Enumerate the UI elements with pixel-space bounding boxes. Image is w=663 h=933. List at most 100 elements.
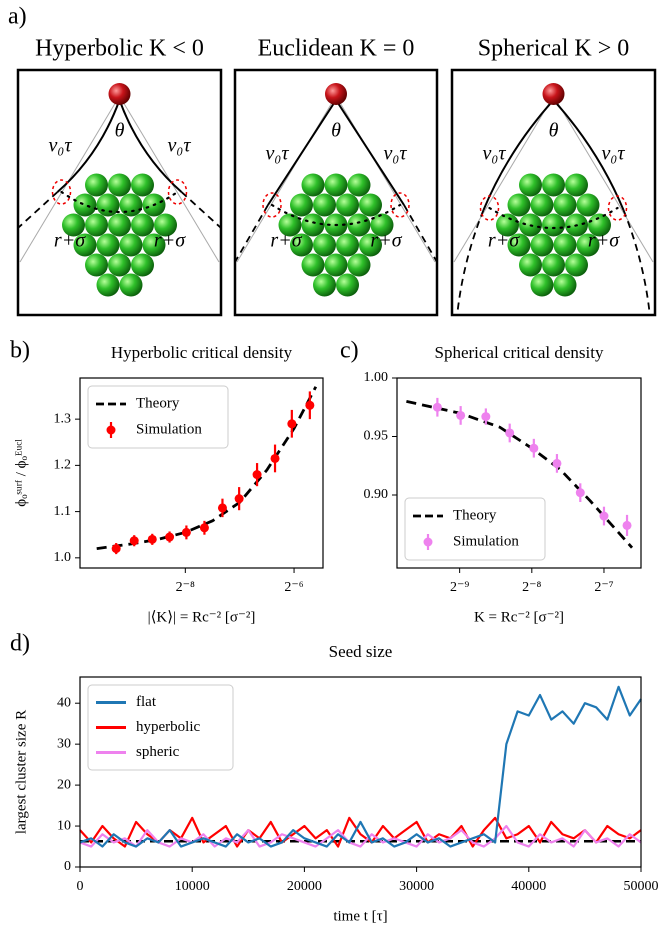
data-point [505, 428, 515, 438]
panel-frame [450, 68, 657, 317]
cluster-particle [347, 173, 371, 197]
cluster-particle [119, 273, 143, 297]
x-tick-label: 2⁻⁷ [594, 580, 613, 595]
radius-label: r+σ [154, 230, 186, 252]
trajectory [56, 99, 121, 193]
cluster-particle [519, 253, 542, 277]
data-point [129, 536, 139, 546]
data-point [456, 410, 466, 420]
cluster-particle [553, 193, 577, 217]
data-point [217, 503, 227, 513]
legend-label: Simulation [453, 533, 519, 549]
data-point [529, 443, 539, 453]
trajectory [118, 99, 183, 193]
axes-frame [79, 676, 642, 868]
data-point [111, 544, 121, 554]
cluster-particle [85, 213, 108, 237]
cluster-particle [519, 173, 542, 197]
radius-path [488, 206, 619, 230]
legend-label: Theory [136, 395, 180, 411]
cluster-particle [85, 253, 108, 277]
cluster-particle [324, 173, 348, 197]
chart-title: Seed size [329, 642, 393, 661]
cluster-particle [313, 233, 336, 257]
data-point [552, 458, 562, 468]
speed-label: v₀τ [168, 135, 192, 157]
cluster-particle [154, 213, 177, 237]
trajectory-extension [456, 209, 485, 313]
contact-marker [51, 179, 72, 205]
panel-label: a) [8, 4, 27, 30]
cluster-particle [301, 173, 325, 197]
angle-label: θ [331, 120, 341, 142]
contact-marker [390, 192, 410, 218]
chart-title: Hyperbolic critical density [111, 343, 293, 362]
y-tick-label: 0.90 [364, 487, 389, 502]
cluster-particle [507, 233, 531, 257]
seed-particle [108, 83, 131, 105]
x-tick-label: 50000 [624, 879, 659, 894]
trajectory [482, 99, 555, 211]
x-tick-label: 0 [77, 879, 84, 894]
x-axis-label: |⟨K⟩| = Rc⁻² [σ⁻²] [148, 609, 256, 625]
data-point [432, 402, 442, 412]
series-line [79, 824, 642, 848]
cluster-particle [301, 213, 325, 237]
cluster-particle [507, 193, 531, 217]
trajectory-extension [180, 191, 222, 229]
cluster-particle [96, 273, 120, 297]
trajectory [552, 99, 625, 211]
panel-title: Hyperbolic K < 0 [35, 36, 204, 62]
x-tick-label: 2⁻⁹ [450, 580, 469, 595]
angle-label: θ [549, 120, 559, 142]
series-line [96, 386, 318, 550]
cluster-particle [290, 233, 313, 257]
axes-frame [79, 377, 324, 569]
cluster-particle [542, 173, 565, 197]
panel-frame [233, 68, 439, 317]
cluster-particle [278, 213, 302, 237]
radius-label: r+σ [270, 230, 302, 252]
guide-line [553, 95, 654, 263]
y-tick-label: 20 [57, 777, 71, 792]
data-point [234, 494, 244, 504]
angle-label: θ [115, 120, 125, 142]
y-tick-label: 1.0 [54, 550, 72, 565]
trajectory [267, 99, 337, 206]
contact-marker [262, 192, 282, 218]
y-tick-label: 0.95 [364, 429, 389, 444]
trajectory-extension [17, 191, 59, 229]
legend-box [404, 497, 546, 561]
trajectory-extension [403, 204, 438, 263]
legend-label: Simulation [136, 421, 202, 437]
panel-label: b) [10, 338, 30, 364]
cluster-particle [108, 213, 131, 237]
speed-label: v₀τ [483, 143, 507, 165]
radius-label: r+σ [370, 230, 402, 252]
panel-title: Spherical K > 0 [478, 36, 630, 62]
legend-box [87, 385, 229, 449]
data-point [147, 534, 157, 544]
contact-marker [607, 195, 628, 221]
axes-frame [396, 377, 642, 569]
cluster-particle [313, 193, 336, 217]
legend-label: Theory [453, 507, 497, 523]
cluster-particle [576, 233, 600, 257]
trajectory-extension [234, 204, 269, 263]
x-tick-label: 2⁻⁶ [284, 580, 303, 595]
cluster-particle [336, 193, 359, 217]
cluster-particle [62, 213, 85, 237]
panel-frame [16, 68, 223, 317]
cluster-particle [96, 193, 120, 217]
speed-label: v₀τ [602, 143, 626, 165]
legend-label: flat [136, 694, 157, 710]
y-axis-label: largest cluster size R [13, 710, 29, 834]
cluster-particle [73, 193, 97, 217]
cluster-particle [131, 173, 154, 197]
cluster-particle [542, 213, 565, 237]
cluster-particle [119, 233, 143, 257]
data-point [181, 527, 191, 537]
y-tick-label: 1.1 [54, 504, 72, 519]
radius-label: r+σ [488, 230, 520, 252]
